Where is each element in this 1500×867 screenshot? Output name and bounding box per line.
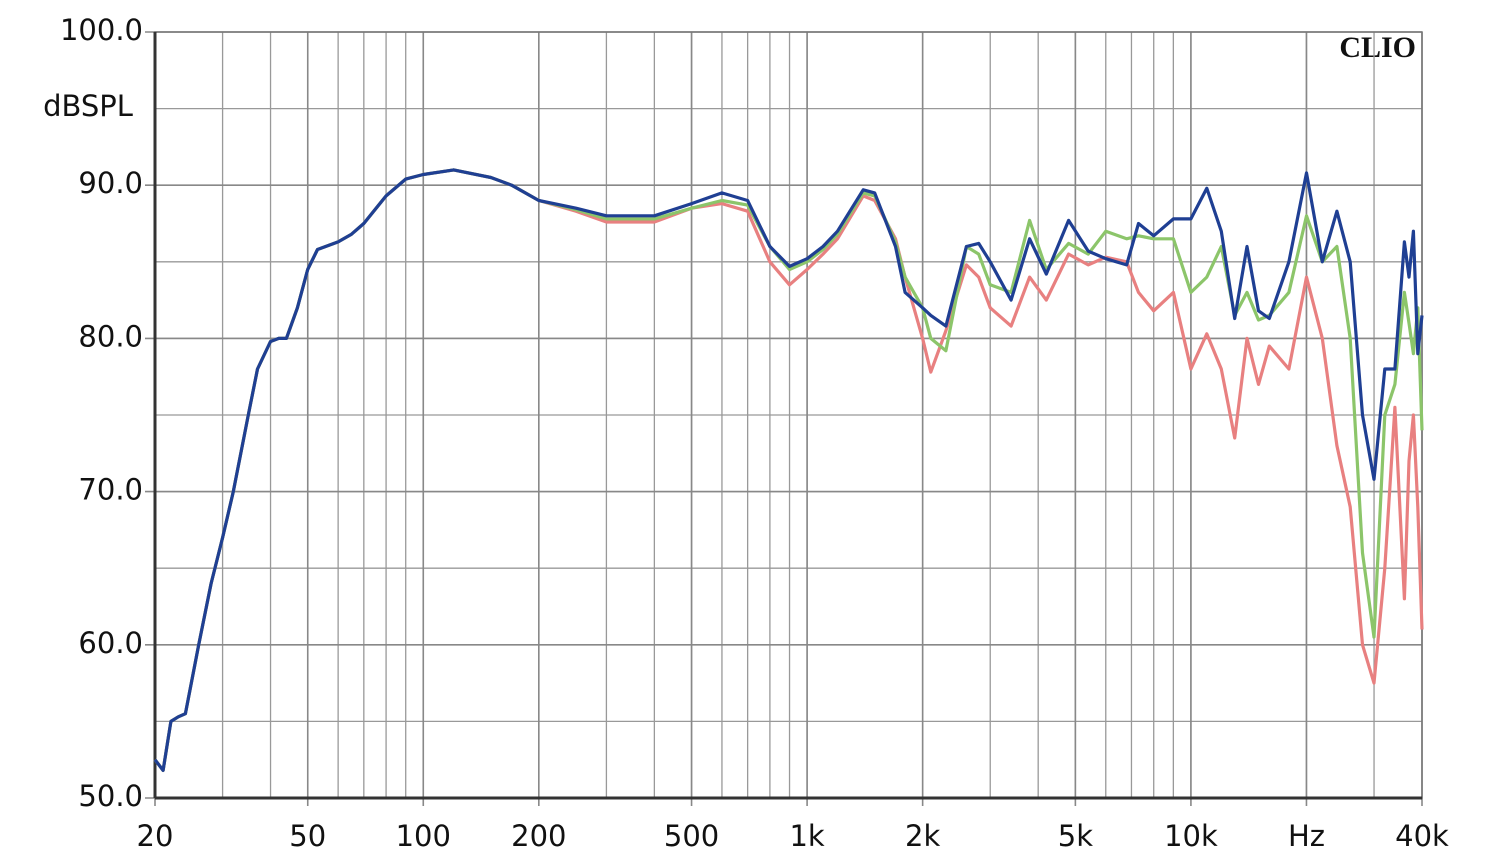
x-tick-label: 100 (396, 819, 451, 853)
x-tick-label: Hz (1288, 819, 1325, 853)
x-tick-label: 5k (1058, 819, 1093, 853)
y-tick-label: 100.0 (60, 13, 143, 47)
x-tick-label: 200 (511, 819, 566, 853)
y-tick-label: 60.0 (78, 626, 143, 660)
y-tick-label: 70.0 (78, 473, 143, 507)
x-tick-label: 500 (664, 819, 719, 853)
series-line (153, 168, 1424, 772)
x-tick-label: 20 (137, 819, 174, 853)
x-tick-label: 10k (1164, 819, 1218, 853)
y-tick-label: 90.0 (78, 166, 143, 200)
watermark: CLIO (1339, 31, 1416, 64)
x-tick-label: 50 (289, 819, 326, 853)
series-line (153, 168, 1424, 772)
x-tick-label: 1k (789, 819, 824, 853)
y-tick-label: 50.0 (78, 779, 143, 813)
y-tick-label: 80.0 (78, 319, 143, 353)
x-tick-label: 2k (905, 819, 940, 853)
y-axis-label: dBSPL (43, 89, 133, 123)
x-tick-label: 40k (1395, 819, 1449, 853)
series-line (153, 168, 1424, 772)
